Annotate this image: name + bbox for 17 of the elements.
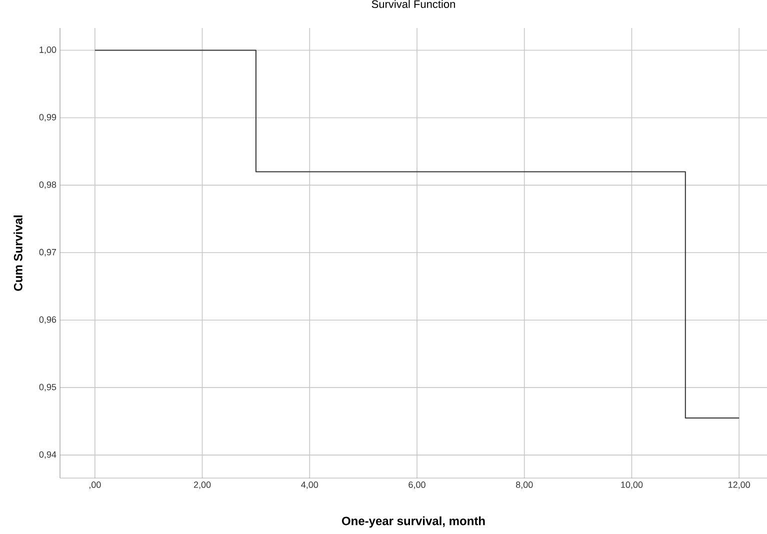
x-tick-label: 6,00 — [408, 482, 426, 489]
x-tick-label: 12,00 — [728, 482, 750, 489]
x-tick-label: 2,00 — [194, 482, 211, 489]
y-tick-label: 0,94 — [39, 451, 56, 459]
x-axis-title: One-year survival, month — [342, 516, 485, 528]
y-tick-label: 0,95 — [39, 384, 56, 392]
x-tick-label: 4,00 — [301, 482, 318, 489]
y-tick-label: 0,98 — [39, 181, 56, 189]
x-tick-label: 8,00 — [516, 482, 533, 489]
y-axis-title: Cum Survival — [14, 216, 22, 291]
x-tick-label: 10,00 — [621, 482, 643, 489]
chart-title: Survival Function — [372, 0, 455, 8]
y-tick-label: 0,96 — [39, 316, 56, 324]
y-tick-label: 1,00 — [40, 46, 56, 54]
x-tick-label: ,00 — [89, 482, 101, 489]
y-tick-label: 0,99 — [39, 114, 56, 122]
y-tick-label: 0,97 — [39, 248, 56, 256]
